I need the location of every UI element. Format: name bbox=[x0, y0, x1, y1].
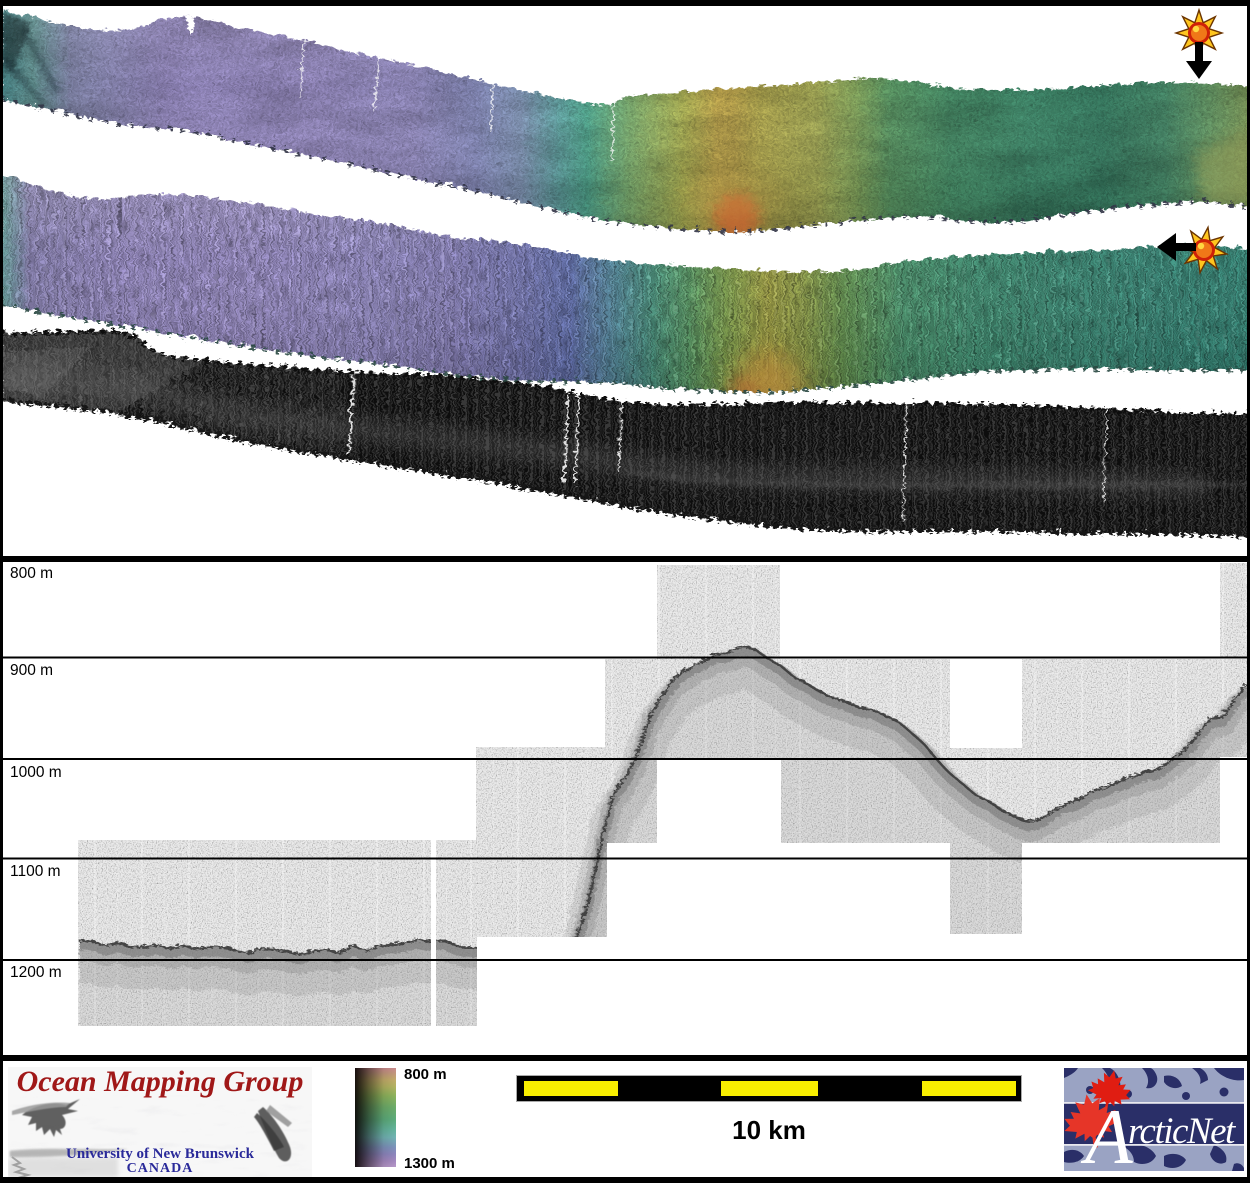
svg-text:800 m: 800 m bbox=[10, 565, 53, 582]
svg-text:1000 m: 1000 m bbox=[10, 764, 62, 781]
svg-text:rcticNet: rcticNet bbox=[1128, 1111, 1237, 1152]
svg-text:1200 m: 1200 m bbox=[10, 964, 62, 981]
svg-text:1100 m: 1100 m bbox=[10, 863, 61, 880]
svg-text:900 m: 900 m bbox=[10, 662, 53, 679]
svg-text:A: A bbox=[1080, 1093, 1133, 1171]
